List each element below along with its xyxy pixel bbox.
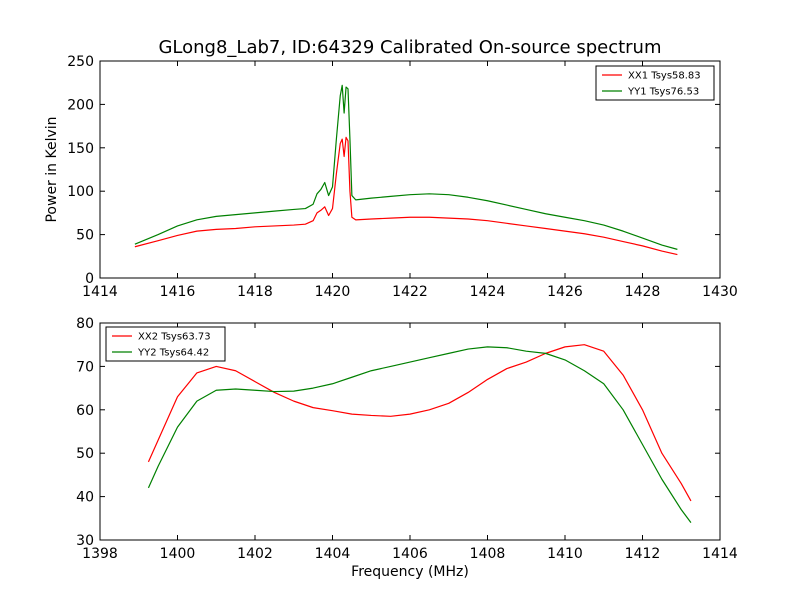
legend-entry: XX2 Tsys63.73 — [138, 332, 211, 343]
y-tick-label: 150 — [67, 141, 94, 157]
x-tick-label: 1398 — [82, 546, 118, 562]
y-tick-label: 30 — [76, 533, 94, 549]
bottom-plot: 1398 1400 1402 1404 1406 1408 1410 1412 1414 30 40… — [76, 316, 738, 580]
x-tick-label: 1402 — [237, 546, 273, 562]
series-line-2-2 — [147, 346, 692, 523]
x-tick-label: 1412 — [625, 546, 661, 562]
x-tick-label: 1430 — [702, 284, 738, 300]
x-axis-label: Frequency (MHz) — [351, 564, 469, 580]
y-tick-label: 250 — [67, 54, 94, 70]
x-tick-label: 1420 — [315, 284, 351, 300]
legend-box — [105, 326, 226, 362]
y-tick-label: 0 — [85, 271, 94, 287]
x-tick-label: 1414 — [702, 546, 738, 562]
y-tick-label: 50 — [76, 228, 94, 244]
x-tick-label: 1422 — [392, 284, 428, 300]
x-tick-label: 1400 — [160, 546, 196, 562]
x-tick-label: 1408 — [470, 546, 506, 562]
x-tick-label: 1426 — [547, 284, 583, 300]
y-tick-label: 200 — [67, 97, 94, 113]
y-tick-label: 80 — [76, 316, 94, 332]
series-line-1-2 — [134, 84, 678, 250]
series-line-1-1 — [134, 136, 678, 256]
x-tick-label: 1428 — [625, 284, 661, 300]
y-tick-label: 60 — [76, 403, 94, 419]
x-tick-label: 1416 — [160, 284, 196, 300]
y-tick-label: 50 — [76, 446, 94, 462]
legend-entry: YY1 Tsys76.53 — [627, 87, 699, 98]
y-tick-label: 70 — [76, 359, 94, 375]
figure-title: GLong8_Lab7, ID:64329 Calibrated On-sour… — [158, 37, 661, 58]
top-plot: 1414 1416 1418 1420 1422 1424 1426 1428 1430 0 50 1… — [44, 54, 738, 300]
y-axis-label: Power in Kelvin — [44, 116, 60, 222]
x-tick-label: 1414 — [82, 284, 118, 300]
legend-entry: YY2 Tsys64.42 — [137, 348, 209, 359]
x-tick-label: 1424 — [470, 284, 506, 300]
x-tick-label: 1404 — [315, 546, 351, 562]
legend-entry: XX1 Tsys58.83 — [628, 71, 701, 82]
legend-box — [595, 65, 715, 101]
y-tick-label: 100 — [67, 184, 94, 200]
x-tick-label: 1406 — [392, 546, 428, 562]
series-line-2-1 — [147, 344, 692, 502]
x-tick-label: 1418 — [237, 284, 273, 300]
x-tick-label: 1410 — [547, 546, 583, 562]
y-tick-label: 40 — [76, 490, 94, 506]
